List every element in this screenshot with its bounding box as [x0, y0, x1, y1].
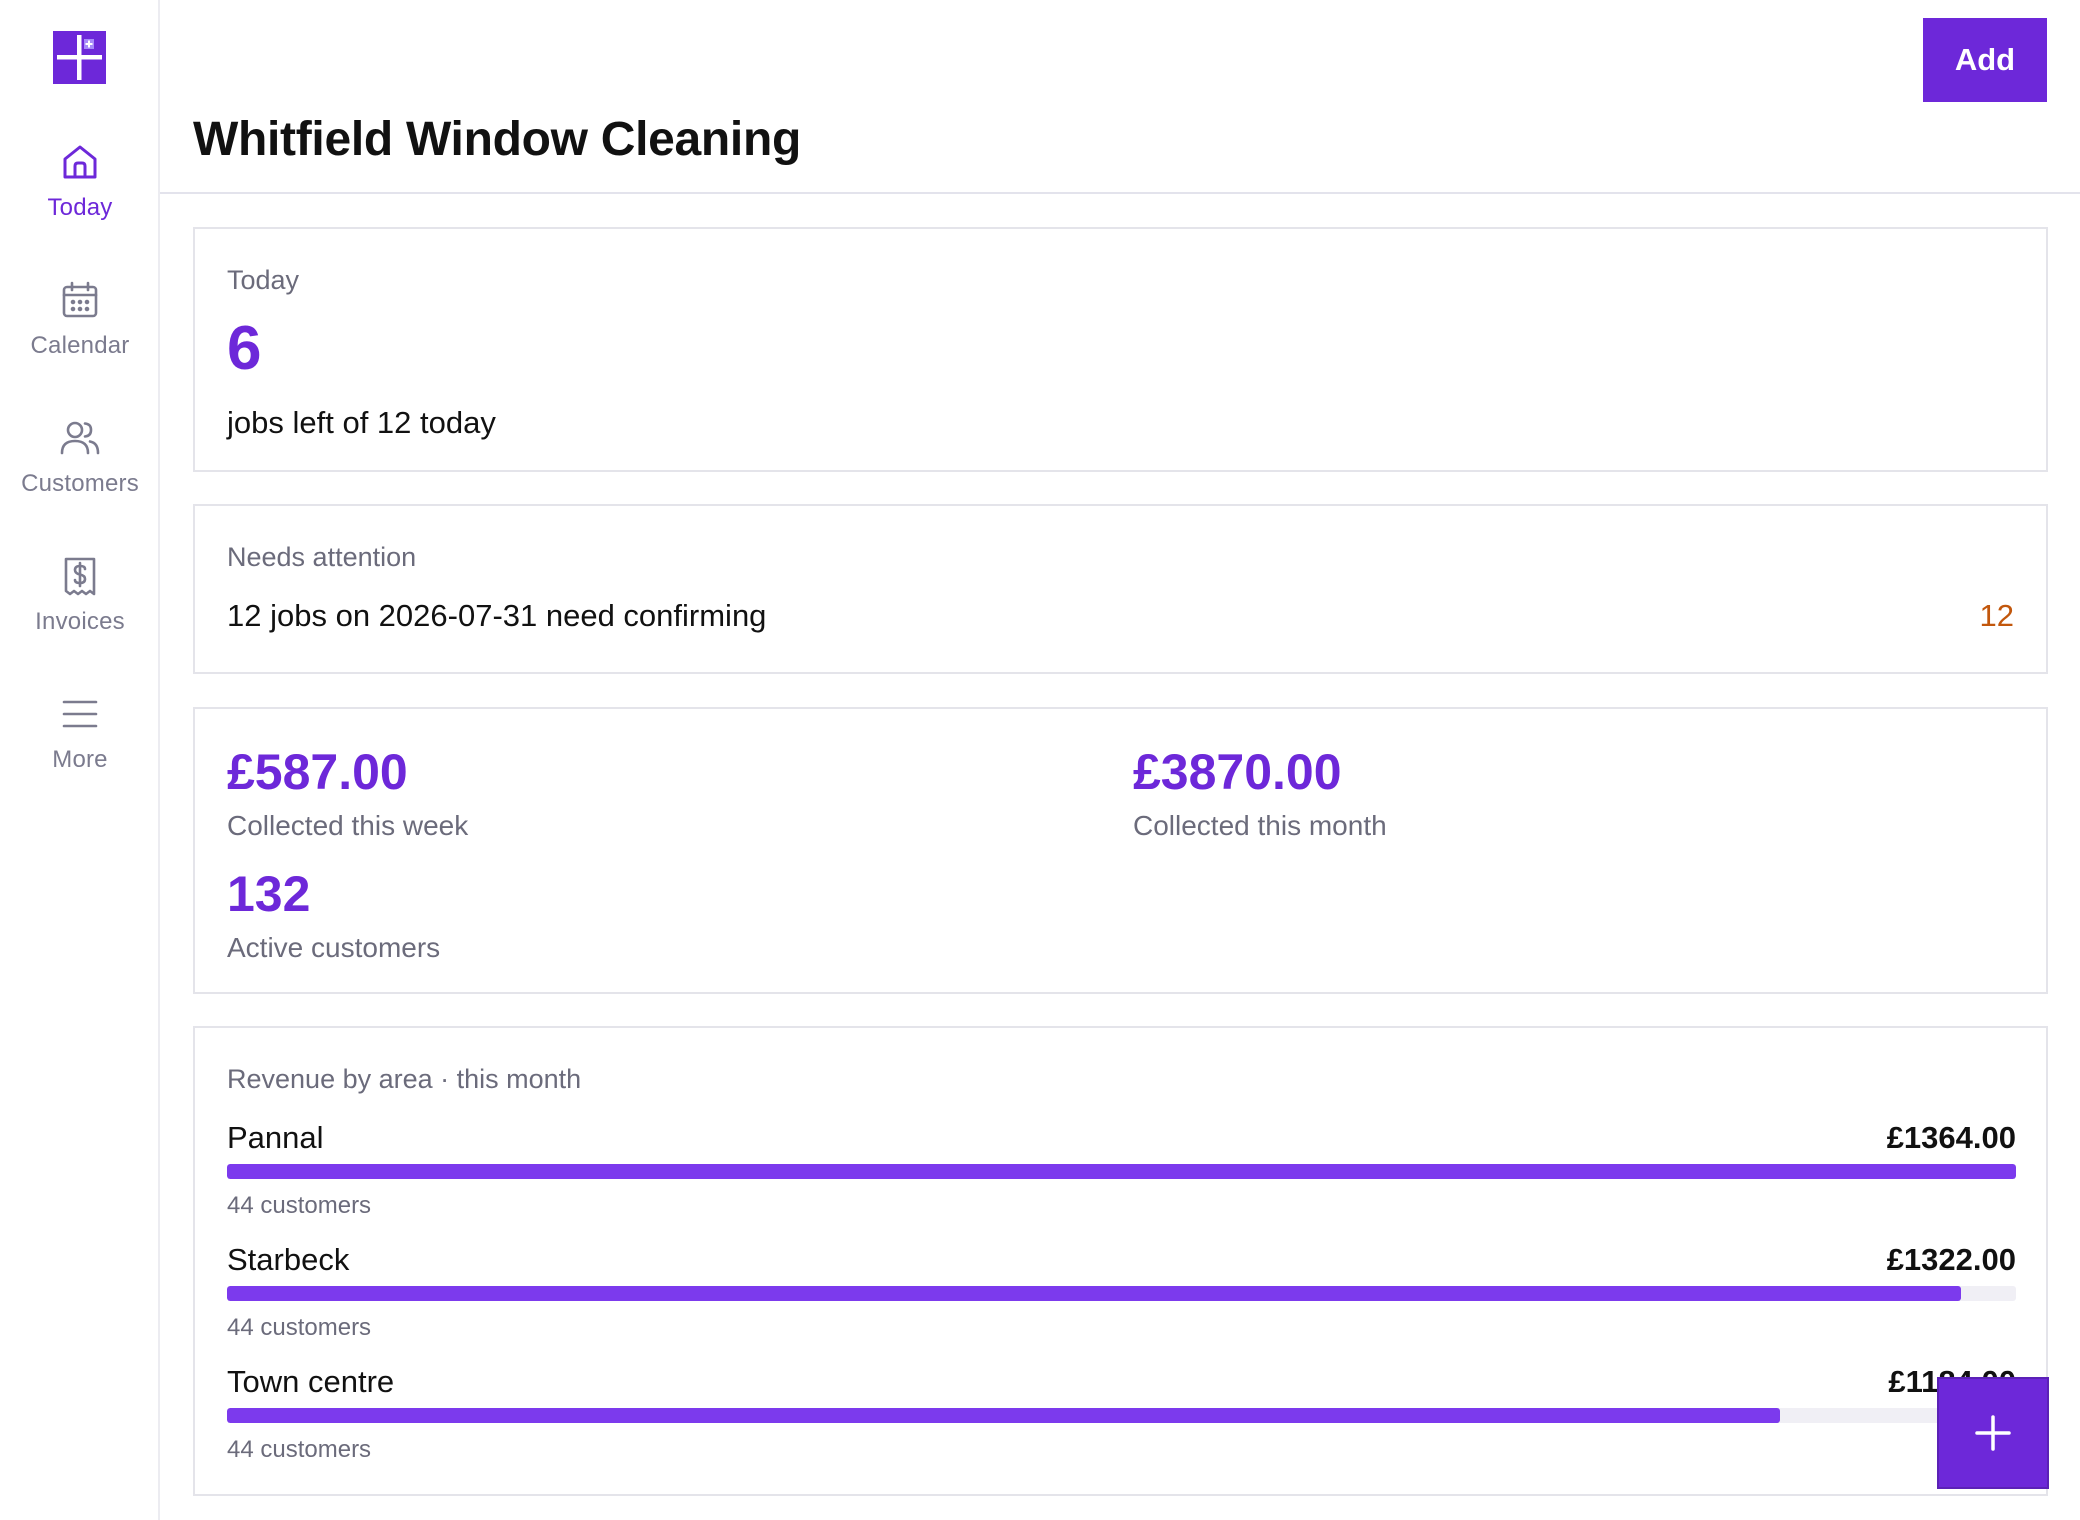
area-amount: £1364.00: [1886, 1120, 2016, 1155]
page-title: Whitfield Window Cleaning: [193, 113, 801, 166]
jobs-left-description: jobs left of 12 today: [227, 405, 496, 440]
revenue-by-area-card: Revenue by area · this month Pannal £136…: [193, 1026, 2048, 1496]
sidebar-item-today[interactable]: Today: [0, 140, 160, 260]
stat-value: £587.00: [227, 744, 408, 800]
sidebar-item-label: Today: [47, 194, 113, 221]
sidebar-item-calendar[interactable]: Calendar: [0, 278, 160, 398]
revenue-card-label: Revenue by area · this month: [227, 1064, 582, 1094]
plus-icon: [1971, 1411, 2015, 1455]
sidebar-item-label: More: [52, 746, 108, 773]
sidebar-item-customers[interactable]: Customers: [0, 416, 160, 536]
sidebar-item-invoices[interactable]: Invoices: [0, 554, 160, 674]
page-header: Whitfield Window Cleaning Add: [160, 0, 2080, 194]
needs-attention-count: 12: [1979, 598, 2014, 633]
area-row-town-centre[interactable]: Town centre £1184.00 44 customers: [227, 1364, 2016, 1482]
area-revenue-bar-fill: [227, 1286, 1961, 1301]
jobs-left-count: 6: [227, 314, 262, 383]
sidebar-item-label: Customers: [21, 470, 139, 497]
stat-value: £3870.00: [1133, 744, 1342, 800]
area-row-pannal[interactable]: Pannal £1364.00 44 customers: [227, 1120, 2016, 1238]
area-revenue-bar-fill: [227, 1408, 1780, 1423]
area-customer-count: 44 customers: [227, 1436, 372, 1463]
stat-label: Collected this week: [227, 810, 469, 841]
needs-attention-label: Needs attention: [227, 542, 417, 572]
area-name: Starbeck: [227, 1242, 350, 1277]
sidebar-item-more[interactable]: More: [0, 692, 160, 812]
sidebar-item-label: Invoices: [35, 608, 125, 635]
area-revenue-bar-fill: [227, 1164, 2016, 1179]
stat-collected-month: £3870.00 Collected this month: [1133, 745, 1387, 842]
sidebar-item-label: Calendar: [30, 332, 130, 359]
needs-attention-text: 12 jobs on 2026-07-31 need confirming: [227, 598, 767, 633]
area-name: Town centre: [227, 1364, 395, 1399]
stat-collected-week: £587.00 Collected this week: [227, 745, 468, 842]
plus-logo-icon[interactable]: [53, 31, 106, 84]
stat-value: 132: [227, 866, 311, 922]
needs-attention-card[interactable]: Needs attention 12 jobs on 2026-07-31 ne…: [193, 504, 2048, 674]
area-customer-count: 44 customers: [227, 1192, 372, 1219]
area-amount: £1322.00: [1886, 1242, 2016, 1277]
home-icon: [58, 140, 102, 184]
today-card[interactable]: Today 6 jobs left of 12 today: [193, 227, 2048, 472]
today-card-label: Today: [227, 265, 300, 295]
area-row-starbeck[interactable]: Starbeck £1322.00 44 customers: [227, 1242, 2016, 1360]
add-button[interactable]: Add: [1923, 18, 2047, 102]
users-icon: [58, 416, 102, 460]
receipt-dollar-icon: [58, 554, 102, 598]
floating-add-button[interactable]: [1937, 1377, 2049, 1489]
stat-label: Active customers: [227, 932, 441, 963]
stat-active-customers: 132 Active customers: [227, 867, 440, 964]
area-revenue-bar: [227, 1408, 2016, 1423]
area-revenue-bar: [227, 1164, 2016, 1179]
area-name: Pannal: [227, 1120, 324, 1155]
stats-card: £587.00 Collected this week £3870.00 Col…: [193, 707, 2048, 994]
stat-label: Collected this month: [1133, 810, 1387, 841]
calendar-icon: [58, 278, 102, 322]
area-customer-count: 44 customers: [227, 1314, 372, 1341]
sidebar: Today Calendar: [0, 0, 160, 1520]
area-revenue-bar: [227, 1286, 2016, 1301]
menu-icon: [58, 692, 102, 736]
